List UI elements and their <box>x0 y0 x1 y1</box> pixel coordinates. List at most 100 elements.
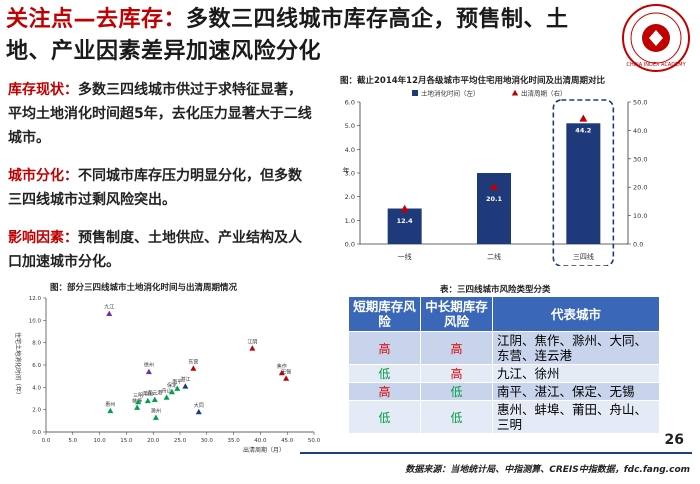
scatter-point <box>182 383 189 389</box>
y-tick-label-left: 1.0 <box>345 217 355 225</box>
cell-cities: 南平、湛江、保定、无锡 <box>492 382 660 401</box>
cell-cities: 江阴、焦作、滁州、大同、东营、连云港 <box>492 331 660 365</box>
x-tick-label: 35.0 <box>227 438 240 444</box>
point-label: 莆田 <box>143 391 153 398</box>
y-tick-label: 12.0 <box>29 296 42 302</box>
point-label: 江阴 <box>247 338 257 345</box>
y-tick-label-left: 2.0 <box>345 193 355 201</box>
y-axis-label: 年 <box>343 166 350 175</box>
point-factors: 影响因素：预售制度、土地供应、产业结构及人口加速城市分化。 <box>8 226 313 274</box>
table-row: 高低南平、湛江、保定、无锡 <box>348 382 660 401</box>
y-axis-label: 住宅土地消化时间（年） <box>14 332 22 398</box>
x-tick-label: 5.0 <box>68 438 77 444</box>
y-tick-label-right: 10.0 <box>633 212 647 220</box>
marker-clearance <box>400 204 409 212</box>
table-row: 低高九江、徐州 <box>348 364 660 383</box>
point-label: 舟山 <box>162 387 172 394</box>
point-text: 预售制度、土地供应、产业结构及人口加速城市分化。 <box>8 230 302 270</box>
slide-title-text: 多数三四线城市库存高企，预售制、土地、产业因素差异加速风险分化 <box>6 7 569 64</box>
y-tick-label-right: 40.0 <box>633 127 647 135</box>
point-label: 大同 <box>194 402 204 409</box>
point-label: 九江 <box>104 304 114 311</box>
header-long-risk: 中长期库存风险 <box>420 296 493 332</box>
point-label: 无锡 <box>281 368 291 375</box>
scatter-point <box>278 369 285 376</box>
x-tick-label: 40.0 <box>254 438 267 444</box>
bar-land-digestion <box>566 123 601 244</box>
scatter-point <box>152 414 159 420</box>
cell-long-risk: 高 <box>420 331 493 365</box>
table-header-row: 短期库存风险 中长期库存风险 代表城市 <box>348 296 660 332</box>
risk-table: 短期库存风险 中长期库存风险 代表城市 高高江阴、焦作、滁州、大同、东营、连云港… <box>348 296 660 434</box>
cell-short-risk: 高 <box>348 331 421 365</box>
x-tick-label: 三四线 <box>573 252 594 261</box>
highlight-box <box>552 99 615 266</box>
scatter-point <box>135 398 142 405</box>
point-text: 多数三四线城市供过于求特征显著，平均土地消化时间超5年，去化压力显著大于二线城市… <box>8 82 312 146</box>
cell-short-risk: 高 <box>348 382 421 401</box>
y-tick-label-left: 0.0 <box>345 241 355 249</box>
table-row: 低低惠州、蚌埠、莆田、舟山、三明 <box>348 400 660 434</box>
cell-short-risk: 低 <box>348 400 421 434</box>
bar-land-digestion <box>387 208 422 244</box>
x-tick-label: 20.0 <box>147 438 160 444</box>
y-tick-label: 10.0 <box>29 318 42 324</box>
y-tick-label-right: 0.0 <box>633 241 643 249</box>
cell-long-risk: 高 <box>420 364 493 383</box>
x-tick-label: 45.0 <box>281 438 294 444</box>
point-text: 不同城市库存压力明显分化，但多数三四线城市过剩风险突出。 <box>8 168 302 208</box>
scatter-point <box>106 310 113 317</box>
point-label: 滁州 <box>151 407 161 414</box>
scatter-point <box>195 408 202 415</box>
logo-icon: CHINA INDEX ACADEMY <box>622 4 690 72</box>
scatter-point <box>174 385 181 391</box>
y-tick-label-right: 50.0 <box>633 99 647 107</box>
slide-title-accent: 关注点—去库存： <box>6 7 187 32</box>
legend-swatch-land <box>412 90 418 96</box>
x-tick-label: 15.0 <box>120 438 133 444</box>
city-scatter-chart: 0.0 2.0 4.0 6.0 8.0 10.0 12.0 0.0 5.0 10.0 15.0 20.… <box>14 296 321 454</box>
point-label: 连云港 <box>147 390 162 397</box>
chart1-title: 图：截止2014年12月各级城市平均住宅用地消化时间及出清周期对比 <box>340 76 605 86</box>
y-tick-label-left: 6.0 <box>345 99 355 107</box>
point-keyword: 城市分化： <box>8 168 78 184</box>
legend-label-land: 土地消化时间（左） <box>421 89 480 98</box>
marker-clearance <box>579 114 588 122</box>
y-tick-label-right: 20.0 <box>633 184 647 192</box>
data-label: 12.4 <box>397 217 414 225</box>
x-tick-label: 一线 <box>398 252 412 261</box>
legend-swatch-clearance <box>511 89 519 96</box>
data-label: 20.1 <box>486 195 503 203</box>
point-label: 三明 <box>133 393 143 399</box>
scatter-point <box>134 404 141 410</box>
x-tick-label: 10.0 <box>93 438 106 444</box>
cell-long-risk: 低 <box>420 382 493 401</box>
point-label: 徐州 <box>144 362 154 369</box>
table-row: 高高江阴、焦作、滁州、大同、东营、连云港 <box>348 331 660 365</box>
point-label: 焦作 <box>277 363 287 370</box>
scatter-point <box>168 388 175 395</box>
point-inventory: 库存现状：多数三四线城市供过于求特征显著，平均土地消化时间超5年，去化压力显著大… <box>8 78 313 150</box>
y-tick-label: 8.0 <box>32 341 41 347</box>
x-tick-label: 50.0 <box>308 438 321 444</box>
point-label: 湛江 <box>180 376 190 383</box>
cell-cities: 九江、徐州 <box>492 364 660 383</box>
point-label: 南平 <box>172 378 182 385</box>
scatter-point <box>144 397 151 404</box>
key-points: 库存现状：多数三四线城市供过于求特征显著，平均土地消化时间超5年，去化压力显著大… <box>8 78 313 288</box>
scatter-point <box>283 375 290 381</box>
marker-clearance <box>490 182 498 191</box>
point-label: 惠州 <box>105 401 115 408</box>
point-differentiation: 城市分化：不同城市库存压力明显分化，但多数三四线城市过剩风险突出。 <box>8 164 313 212</box>
y-tick-label: 2.0 <box>32 408 41 414</box>
point-label: 保定 <box>167 382 177 389</box>
source-note: 数据来源：当地统计局、中指测算、CREIS中指数据，fdc.fang.com <box>405 465 690 475</box>
cell-cities: 惠州、蚌埠、莆田、舟山、三明 <box>492 400 660 434</box>
logo-text: CHINA INDEX ACADEMY <box>626 62 686 68</box>
point-keyword: 影响因素： <box>8 230 78 246</box>
scatter-point <box>107 407 114 414</box>
scatter-point <box>145 368 152 375</box>
x-tick-label: 25.0 <box>174 438 187 444</box>
footer-divider <box>300 452 692 454</box>
slide-title: 关注点—去库存：多数三四线城市库存高企，预售制、土地、产业因素差异加速风险分化 <box>6 4 606 68</box>
